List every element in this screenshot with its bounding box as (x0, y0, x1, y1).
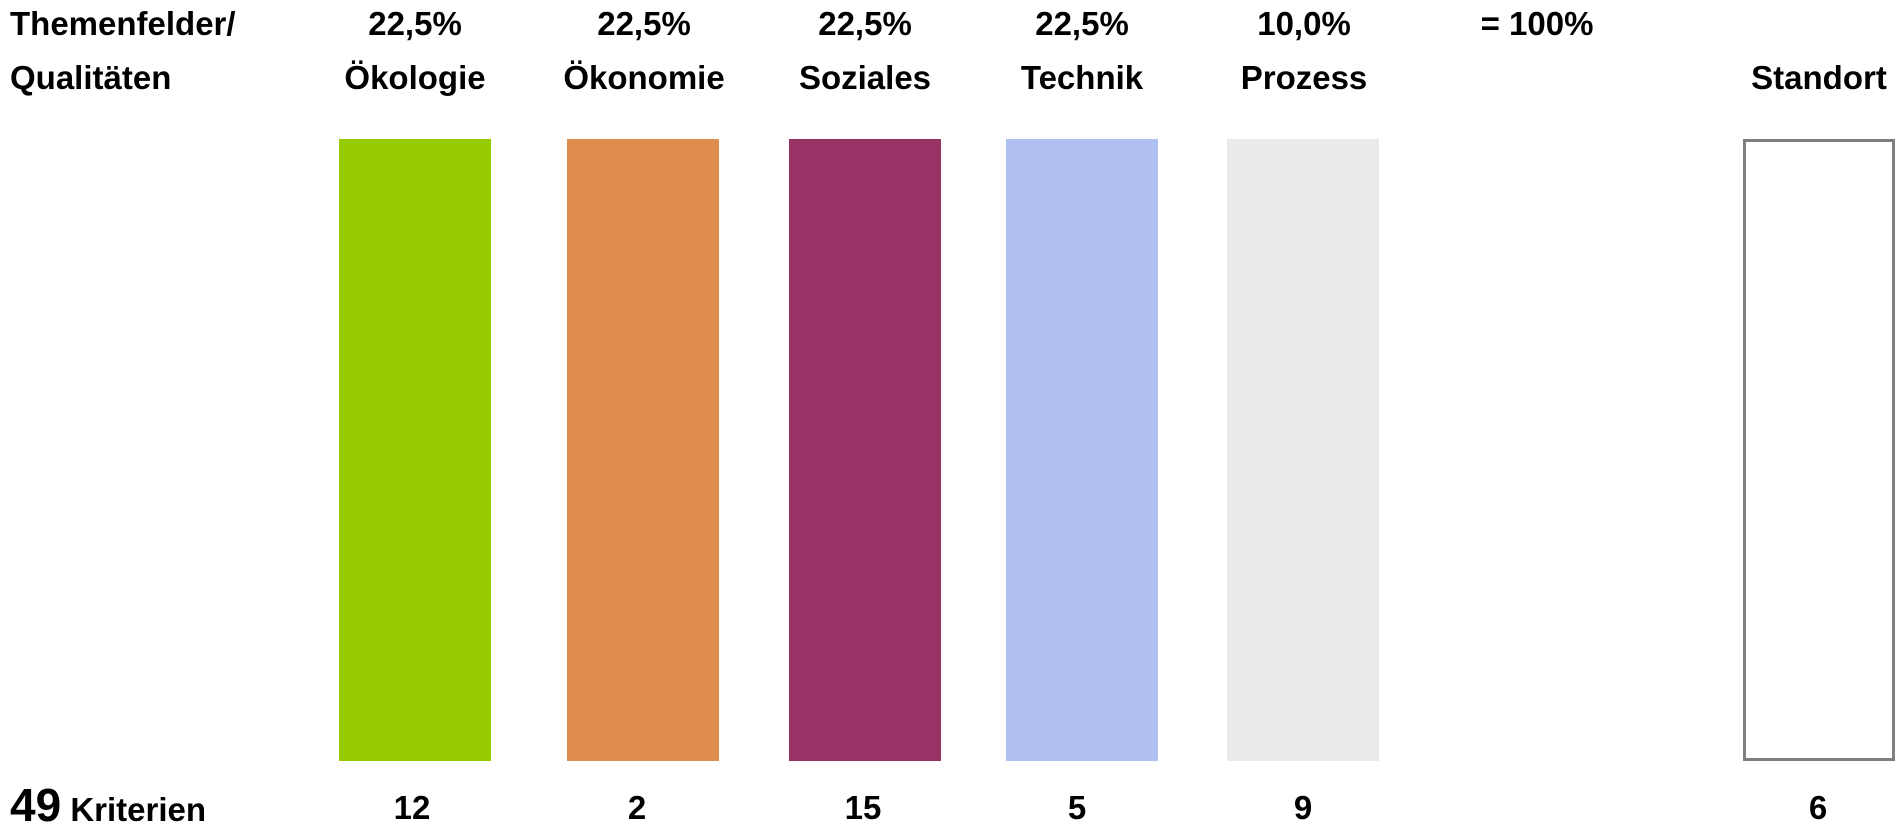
count-oekonomie: 2 (627, 789, 647, 826)
column-percent-prozess: 10,0% (1257, 5, 1351, 42)
header-label-line1: Themenfelder/ (10, 5, 236, 42)
column-percent-soziales: 22,5% (818, 5, 912, 42)
criteria-total-label: Kriterien (70, 791, 207, 828)
bar-prozess (1227, 139, 1379, 761)
column-percent-oekologie: 22,5% (368, 5, 462, 42)
bar-standort (1743, 139, 1895, 761)
bar-technik (1006, 139, 1158, 761)
bar-oekonomie (567, 139, 719, 761)
column-name-oekonomie: Ökonomie (563, 59, 725, 96)
count-soziales: 15 (844, 789, 882, 826)
bar-soziales (789, 139, 941, 761)
bar-oekologie (339, 139, 491, 761)
column-name-oekologie: Ökologie (344, 59, 486, 96)
criteria-total-count: 49 (10, 779, 62, 831)
column-name-technik: Technik (1020, 59, 1144, 96)
column-name-prozess: Prozess (1240, 59, 1368, 96)
column-name-soziales: Soziales (798, 59, 932, 96)
count-prozess: 9 (1293, 789, 1313, 826)
count-technik: 5 (1067, 789, 1087, 826)
standort-name: Standort (1751, 59, 1887, 96)
header-label-line2: Qualitäten (10, 59, 172, 96)
count-oekologie: 12 (393, 789, 431, 826)
count-standort: 6 (1808, 789, 1828, 826)
column-percent-oekonomie: 22,5% (597, 5, 691, 42)
column-percent-technik: 22,5% (1035, 5, 1129, 42)
criteria-total: 49 Kriterien (10, 780, 206, 830)
total-percent: = 100% (1480, 5, 1594, 42)
